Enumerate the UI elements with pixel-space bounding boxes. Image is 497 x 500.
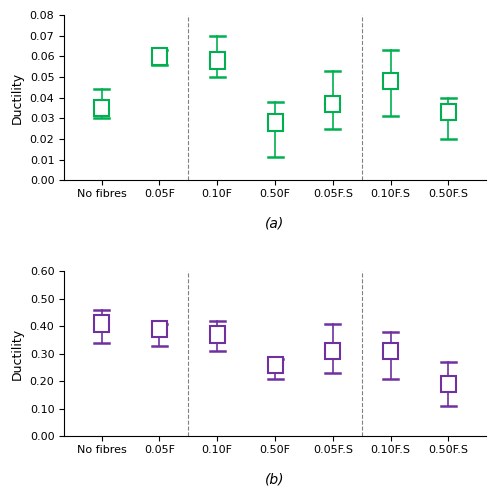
Bar	[210, 52, 225, 68]
Bar	[325, 343, 340, 359]
Bar	[325, 96, 340, 112]
Text: (a): (a)	[265, 216, 285, 230]
Bar	[267, 114, 282, 130]
Bar	[441, 104, 456, 120]
Bar	[152, 321, 167, 338]
Bar	[383, 73, 398, 90]
Bar	[383, 343, 398, 359]
Bar	[441, 376, 456, 392]
Bar	[267, 356, 282, 373]
Text: (b): (b)	[265, 472, 285, 486]
Bar	[152, 48, 167, 64]
Y-axis label: Ductility: Ductility	[11, 72, 24, 124]
Bar	[210, 326, 225, 343]
Bar	[94, 100, 109, 116]
Bar	[94, 316, 109, 332]
Y-axis label: Ductility: Ductility	[11, 328, 24, 380]
